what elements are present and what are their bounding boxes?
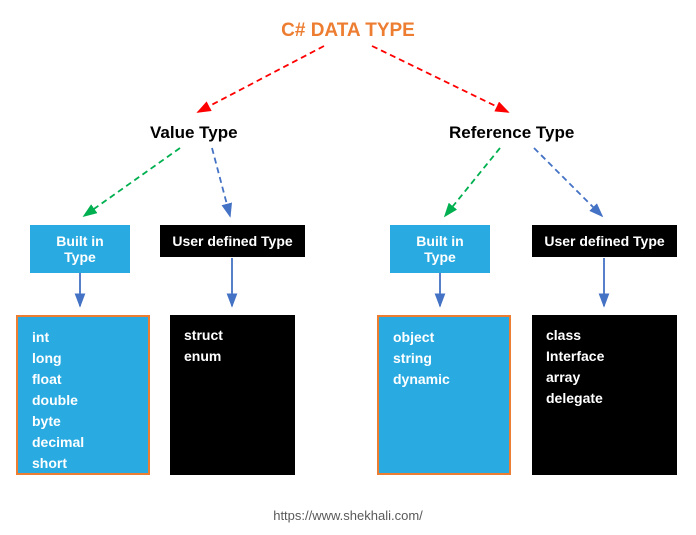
footer-url: https://www.shekhali.com/ — [273, 508, 423, 523]
diagram-title: C# DATA TYPE — [281, 20, 415, 42]
value-userdef-box: User defined Type — [160, 225, 305, 257]
ref-builtin-box: Built in Type — [390, 225, 490, 273]
reference-type-heading: Reference Type — [449, 123, 574, 143]
value-type-heading: Value Type — [150, 123, 238, 143]
ref-userdef-list: classInterfacearraydelegate — [532, 315, 677, 475]
value-builtin-box: Built in Type — [30, 225, 130, 273]
ref-builtin-list: objectstringdynamic — [377, 315, 511, 475]
value-userdef-list: structenum — [170, 315, 295, 475]
value-builtin-list: intlongfloatdoublebytedecimal shortcharb… — [16, 315, 150, 475]
ref-userdef-box: User defined Type — [532, 225, 677, 257]
